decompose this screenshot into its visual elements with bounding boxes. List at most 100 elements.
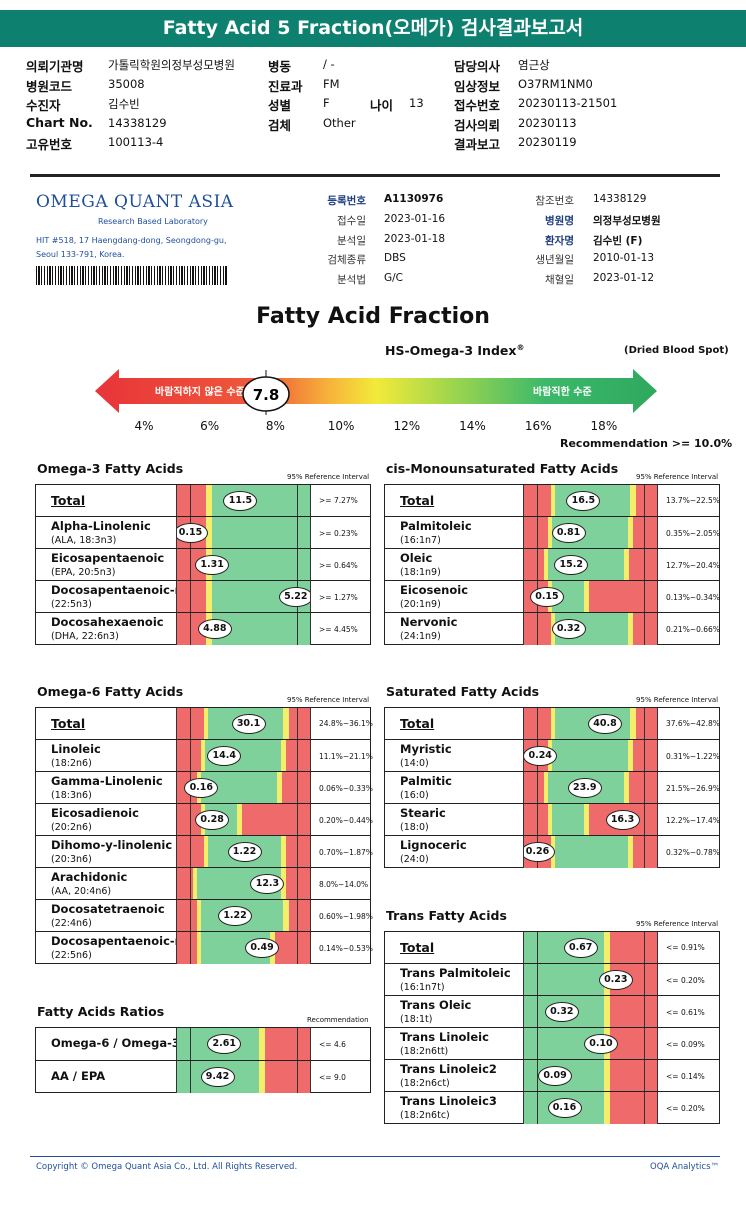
range-band [547,804,552,836]
row-name: Arachidonic [51,870,128,884]
band-line [537,1060,539,1092]
value-bubble: 4.88 [197,619,232,639]
range-band [177,740,201,772]
value-bubble: 40.8 [588,713,622,734]
table-row: Nervonic (24:1n9) 0.32 0.21%~0.66% [385,612,720,645]
row-subname: (22:4n6) [51,918,92,929]
range-band [610,1092,657,1124]
value-bubble: 0.10 [583,1034,618,1054]
table-row: Trans Linoleic3 (18:2n6tc) 0.16 <= 0.20% [385,1091,719,1124]
reference-range: 0.20%~0.44% [319,815,373,825]
range-bar: 23.9 [523,772,658,804]
band-line [537,996,539,1028]
range-bar: 0.10 [523,1028,658,1060]
band-line [643,708,645,739]
row-subname: (16:1n7t) [400,982,445,993]
patient-value: / - [323,57,335,71]
range-bar: 15.2 [523,549,658,581]
lab-address-2: Seoul 133-791, Korea. [36,250,125,259]
reference-range: 0.32%~0.78% [666,847,720,857]
gauge-tick-label: 6% [200,419,220,433]
value-bubble: 0.49 [245,938,280,958]
range-band [286,740,310,772]
range-band [524,964,535,996]
panel-table: Total 0.67 <= 0.91% Trans Palmitoleic (16:1n… [384,931,720,1124]
patient-label: 임상정보 [454,78,501,94]
table-row: Dihomo-y-linolenic (20:3n6) 1.22 0.70%~1.87… [36,835,373,868]
reference-range: <= 0.61% [666,1007,705,1017]
range-band [200,740,205,772]
patient-label: 접수번호 [454,98,501,113]
band-line [643,836,645,868]
patient-value: 20230113 [518,115,577,130]
row-name: Total [51,716,86,731]
range-band [206,485,212,516]
row-subname: (18:0) [400,822,429,833]
row-subname: (AA, 20:4n6) [51,886,112,897]
range-band [550,485,555,516]
info-value: 2023-01-12 [593,272,655,285]
lab-address-1: HIT #518, 17 Haengdang-dong, Seongdong-g… [36,236,227,245]
table-row: Total 11.5 >= 7.27% [36,485,370,516]
patient-label: 검사의뢰 [454,117,501,133]
patient-value: FM [323,76,340,91]
index-value: 7.8 [253,386,280,404]
value-bubble: 16.5 [566,490,601,511]
row-name: Trans Linoleic3 [400,1094,497,1108]
table-row: Eicosapentaenoic (EPA, 20:5n3) 1.31 >= 0.64… [36,548,370,581]
value-bubble: 1.31 [195,555,230,575]
row-name: Trans Linoleic2 [400,1062,497,1076]
range-band [177,804,201,836]
patient-value: 김수빈 [108,97,140,111]
range-band [280,740,287,772]
row-name: Total [400,493,435,508]
index-bubble [242,376,290,412]
row-name: Trans Oleic [400,998,472,1012]
range-band [589,581,657,613]
gauge-arrow [95,369,657,413]
range-band [276,772,283,804]
range-band [196,932,201,964]
range-band [203,836,208,868]
range-band [177,868,193,900]
row-name: Docosahexaenoic [51,615,164,629]
value-bubble: 0.32 [544,1002,579,1022]
range-band [203,708,208,739]
band-line [296,517,298,549]
range-band [630,485,636,516]
gauge-tick-label: 4% [134,419,154,433]
info-label: 환자명 [545,234,574,247]
table-row: Alpha-Linolenic (ALA, 18:3n3) 0.15 >= 0.23% [36,516,370,549]
patient-label: 수진자 [26,98,61,113]
range-band [206,517,212,549]
row-subname: (24:1n9) [400,631,441,642]
info-value: 2023-01-16 [384,212,446,225]
footer-divider [30,1156,720,1157]
range-band [551,740,628,772]
row-subname: (22:5n6) [51,950,92,961]
patient-label: 담당의사 [454,59,501,74]
reference-interval-label: 95% Reference Interval [636,920,719,928]
range-bar: 1.31 [176,549,311,581]
row-name: Docosapentaenoic-n6 [51,934,191,948]
range-bar: 11.5 [176,485,311,516]
band-line [643,964,645,996]
row-subname: (16:0) [400,790,429,801]
band-line [537,549,539,581]
panel-title: Saturated Fatty Acids [386,684,540,699]
range-band [610,1060,657,1092]
band-line [190,836,192,868]
row-name: Stearic [400,806,446,820]
row-name: Lignoceric [400,838,467,852]
reference-range: <= 0.91% [666,943,705,952]
info-value: 2023-01-18 [384,232,446,245]
range-band [603,996,611,1028]
reference-range: >= 0.23% [319,528,358,538]
patient-value: F [323,96,330,110]
band-line [190,581,192,613]
reference-range: <= 0.20% [666,975,705,985]
range-band [524,1060,535,1092]
value-bubble: 16.3 [605,810,640,830]
patient-label: 진료과 [268,78,303,94]
row-name: Nervonic [400,615,458,629]
